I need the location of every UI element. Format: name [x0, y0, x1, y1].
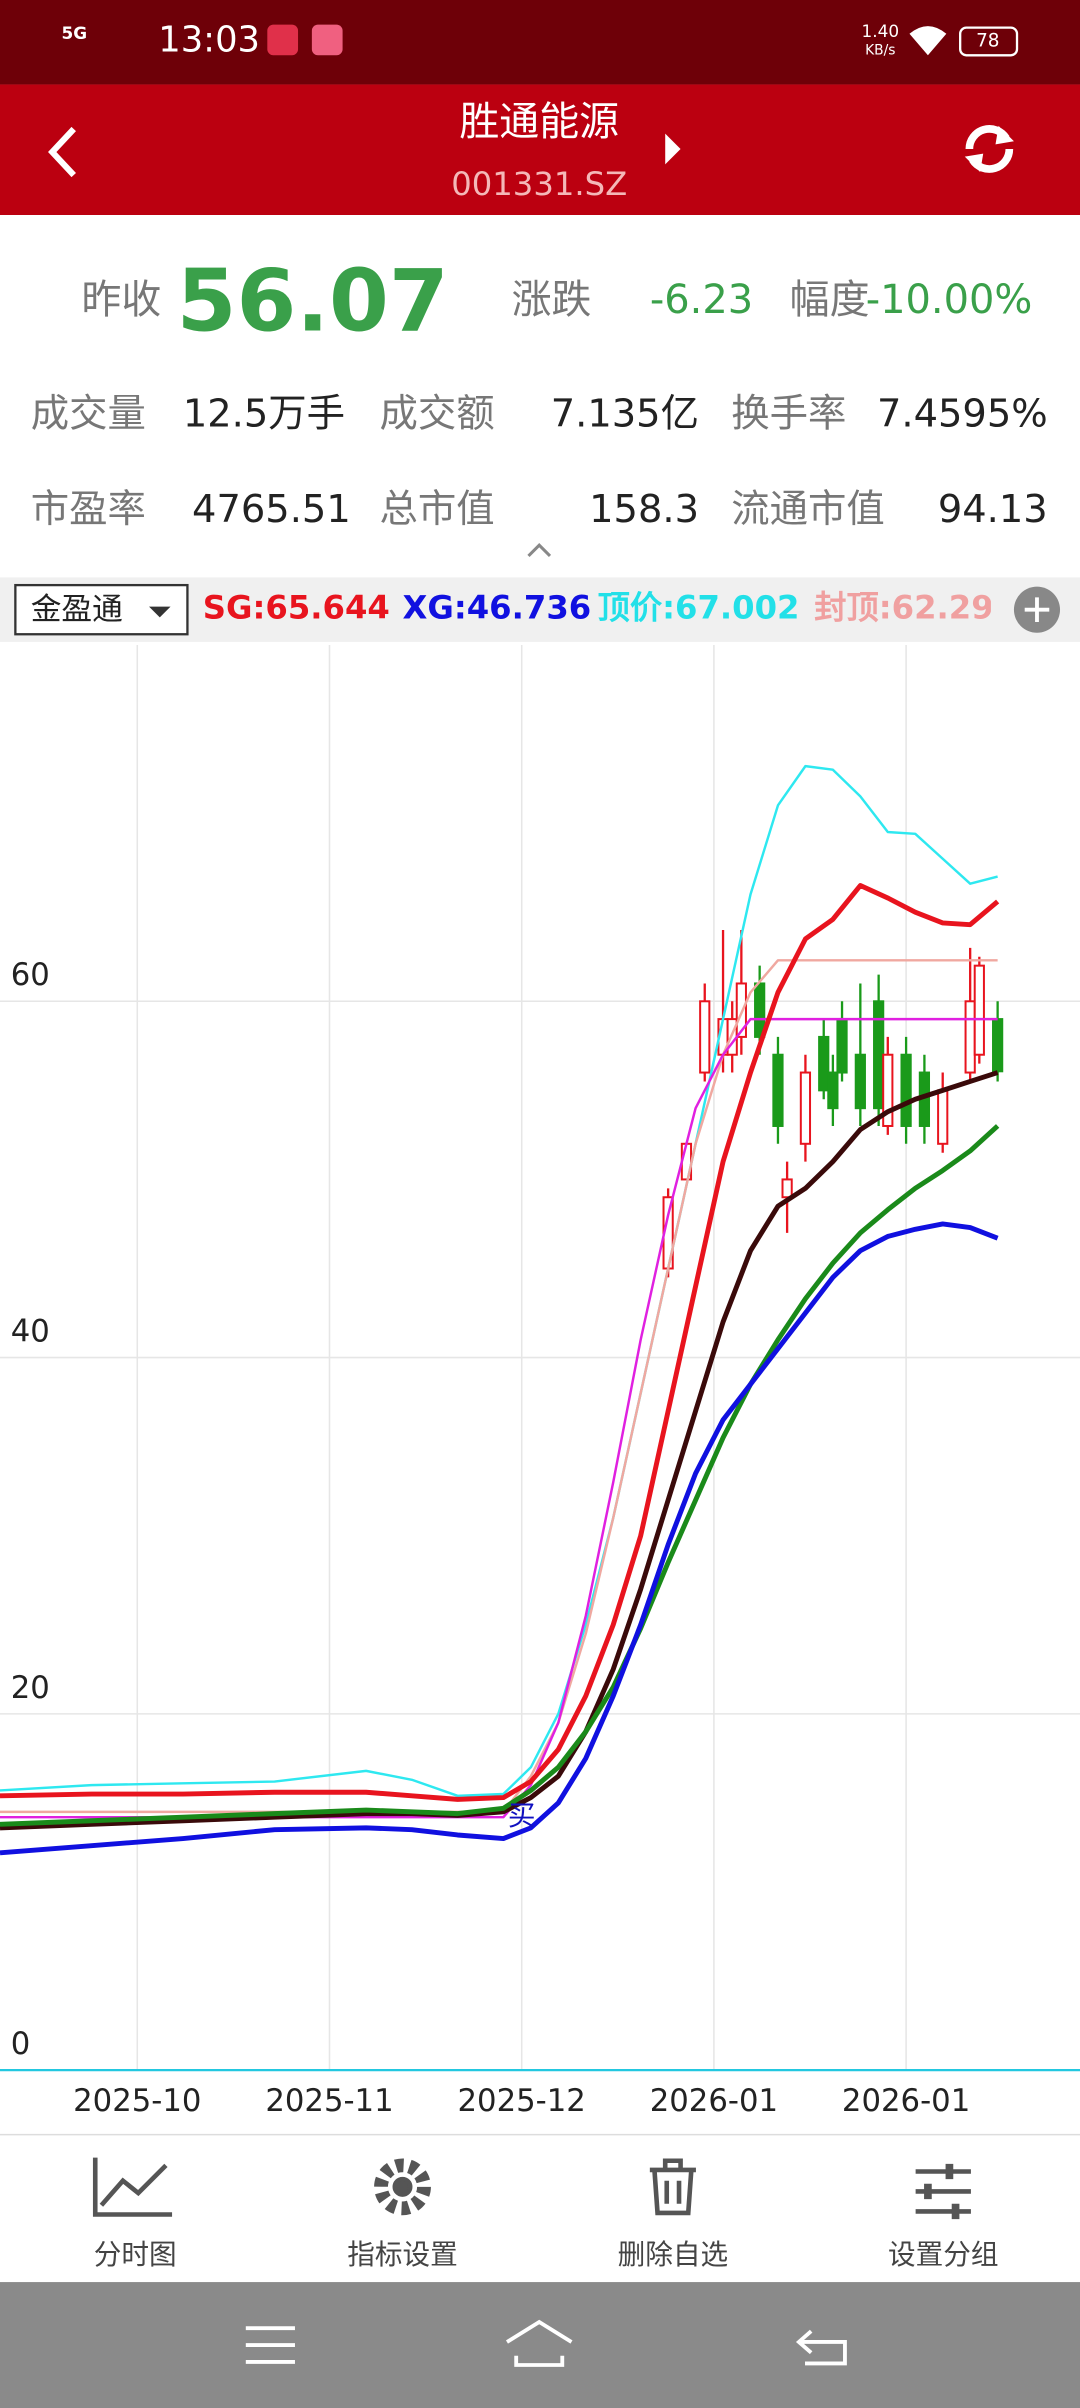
plot-area: 买 — [0, 764, 1004, 1856]
net-speed-unit: KB/s — [865, 43, 895, 59]
system-nav — [0, 2282, 1080, 2408]
app-icon — [267, 24, 299, 56]
back-system-button[interactable] — [795, 2329, 847, 2366]
back-button[interactable] — [48, 126, 76, 178]
x-tick-label: 2026-01 — [650, 2083, 778, 2119]
indicator-line — [0, 883, 1000, 1802]
label: 幅度 — [790, 277, 870, 323]
bottom-nav: 分时图 指标设置 删除自选 设置分组 — [94, 2238, 999, 2271]
indicator-value: XG:46.736 — [403, 589, 592, 627]
indicator-name: 金盈通 — [31, 592, 123, 628]
candle-body — [836, 1018, 848, 1074]
label: 市盈率 — [31, 487, 146, 532]
candle-body — [854, 1053, 866, 1110]
nav-icons — [92, 2157, 971, 2220]
x-tick-label: 2025-11 — [265, 2083, 393, 2119]
value: 12.5万手 — [183, 392, 345, 437]
net-speed: 1.40 — [861, 21, 899, 41]
indicator-line — [0, 764, 998, 1798]
collapse-button[interactable] — [527, 543, 552, 558]
value: 94.13 — [938, 487, 1048, 532]
indicator-value: SG:65.644 — [203, 589, 390, 627]
candle-body — [973, 964, 985, 1056]
indicator-value: 顶价:67.002 — [598, 589, 800, 627]
chart-icon — [92, 2157, 173, 2217]
add-icon — [1024, 597, 1050, 622]
nav-label: 分时图 — [94, 2238, 177, 2271]
next-button[interactable] — [665, 133, 681, 165]
network: 5G — [61, 23, 87, 43]
gear-center — [392, 2176, 413, 2197]
label: 流通市值 — [731, 487, 885, 532]
annotation: 买 — [508, 1799, 536, 1832]
gear-icon — [374, 2158, 431, 2216]
amplitude: -10.00% — [866, 277, 1033, 323]
candle-body — [772, 1053, 784, 1127]
label: 涨跌 — [512, 277, 592, 323]
candle-body — [873, 1000, 885, 1110]
candle-body — [992, 1018, 1004, 1073]
nav-label: 指标设置 — [347, 2238, 458, 2271]
indicator-line — [0, 1124, 1000, 1827]
indicator-line — [0, 1221, 999, 1856]
x-tick-label: 2025-10 — [73, 2083, 201, 2119]
home-button[interactable] — [505, 2319, 573, 2367]
stock-name: 胜通能源 — [459, 99, 619, 145]
clock: 13:03 — [158, 19, 260, 60]
battery — [959, 26, 1019, 57]
value: 7.135亿 — [551, 392, 699, 437]
candle-body — [818, 1035, 830, 1092]
value: 7.4595% — [877, 392, 1048, 437]
chart: 0 20 40 60 2025-10 2025-11 2025-12 2026-01 2026-… — [0, 645, 1080, 2119]
candle-body — [882, 1053, 894, 1127]
header — [0, 84, 1080, 215]
indicator-line — [0, 959, 998, 1814]
app-icon — [311, 24, 343, 56]
y-tick-label: 0 — [11, 2026, 31, 2062]
change: -6.23 — [650, 277, 753, 323]
x-tick-label: 2026-01 — [842, 2083, 970, 2119]
candle-body — [699, 1000, 711, 1074]
filter-icon — [915, 2169, 971, 2214]
candle-body — [799, 1071, 812, 1145]
candle-body — [937, 1089, 949, 1145]
stock-code: 001331.SZ — [451, 165, 627, 203]
label: 昨收 — [81, 277, 161, 323]
prev-close: 56.07 — [177, 252, 449, 352]
nav-label: 删除自选 — [618, 2238, 729, 2271]
trash-icon — [649, 2158, 696, 2216]
label: 成交量 — [31, 392, 146, 437]
filter-knobs — [924, 2163, 960, 2220]
dropdown-arrow — [149, 606, 171, 618]
status-bar — [0, 0, 1080, 85]
y-tick-label: 20 — [11, 1670, 50, 1706]
indicator-value: 封顶:62.29 — [814, 589, 993, 627]
candle-body — [781, 1178, 793, 1199]
y-tick-label: 60 — [11, 957, 50, 993]
value: 4765.51 — [192, 487, 351, 532]
wifi-icon — [909, 26, 947, 56]
menu-button[interactable] — [245, 2326, 295, 2364]
refresh-button[interactable] — [964, 125, 1014, 173]
candle-body — [964, 1000, 976, 1074]
indicator-line — [0, 1017, 998, 1819]
y-tick-label: 40 — [11, 1314, 50, 1350]
label: 换手率 — [731, 392, 846, 437]
indicator-values: SG:65.644 XG:46.736 顶价:67.002 封顶:62.29 — [203, 589, 993, 627]
label: 成交额 — [379, 392, 494, 437]
label: 总市值 — [379, 487, 494, 532]
candle-body — [827, 1071, 839, 1110]
candle-body — [900, 1053, 912, 1127]
x-tick-label: 2025-12 — [458, 2083, 586, 2119]
nav-label: 设置分组 — [888, 2238, 999, 2271]
value: 158.3 — [589, 487, 699, 532]
indicator-line — [0, 1070, 999, 1831]
battery-level: 78 — [976, 30, 999, 51]
